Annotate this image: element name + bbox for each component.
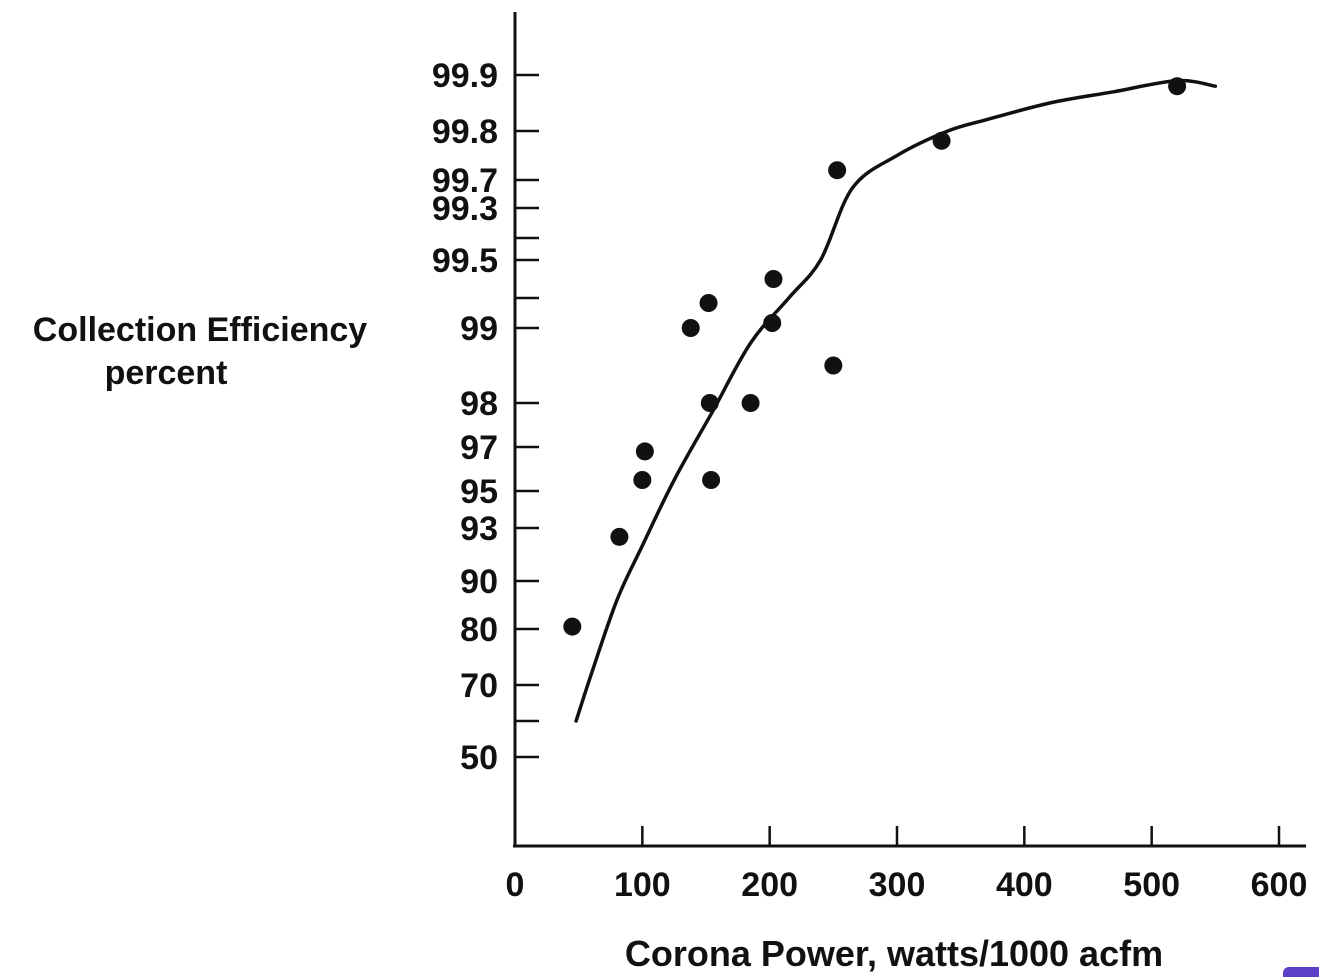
y-tick-label: 99.8 — [432, 113, 498, 151]
y-tick-label: 99.3 — [432, 190, 498, 228]
y-tick-label: 99.7 — [432, 162, 498, 200]
data-point — [702, 471, 721, 489]
x-ticks: 0 100 200 300 400 500 600 — [506, 826, 1308, 904]
y-tick-label: 80 — [460, 611, 498, 649]
data-point — [633, 471, 652, 489]
y-tick-label: 99 — [460, 310, 498, 348]
data-point — [741, 394, 760, 412]
data-point — [763, 314, 782, 332]
data-point — [563, 617, 582, 636]
corner-badge — [1283, 967, 1319, 977]
x-tick-label: 100 — [614, 866, 671, 904]
y-tick-label: 90 — [460, 563, 498, 601]
y-tick-label: 98 — [460, 385, 498, 423]
y-tick-label: 93 — [460, 510, 498, 548]
data-point — [681, 319, 700, 337]
data-point — [824, 356, 843, 375]
y-axis-title-line-1: Collection Efficiency — [33, 311, 367, 349]
y-tick-label: 97 — [460, 429, 498, 467]
x-tick-label: 300 — [869, 866, 926, 904]
x-tick-label: 400 — [996, 866, 1053, 904]
y-tick-label: 70 — [460, 667, 498, 705]
y-axis-title-line-2: percent — [105, 354, 228, 392]
x-tick-label: 0 — [506, 866, 525, 904]
fit-curve — [574, 78, 1218, 723]
points-group — [563, 77, 1187, 636]
x-tick-label: 500 — [1123, 866, 1180, 904]
y-tick-label: 99.9 — [432, 57, 498, 95]
data-point — [932, 131, 951, 150]
axes — [513, 12, 1306, 848]
fit-curve-group — [574, 78, 1218, 723]
data-point — [700, 394, 719, 412]
data-point — [764, 270, 783, 288]
y-tick-label: 95 — [460, 473, 498, 511]
x-tick-label: 600 — [1251, 866, 1308, 904]
y-tick-label: 50 — [460, 739, 498, 777]
x-tick-label: 200 — [741, 866, 798, 904]
data-point — [1168, 77, 1187, 96]
x-axis-title: Corona Power, watts/1000 acfm — [625, 933, 1163, 974]
data-point — [699, 294, 718, 312]
y-tick-label: 99.5 — [432, 242, 498, 280]
data-point — [610, 527, 629, 546]
data-point — [635, 442, 654, 461]
data-point — [828, 161, 847, 180]
